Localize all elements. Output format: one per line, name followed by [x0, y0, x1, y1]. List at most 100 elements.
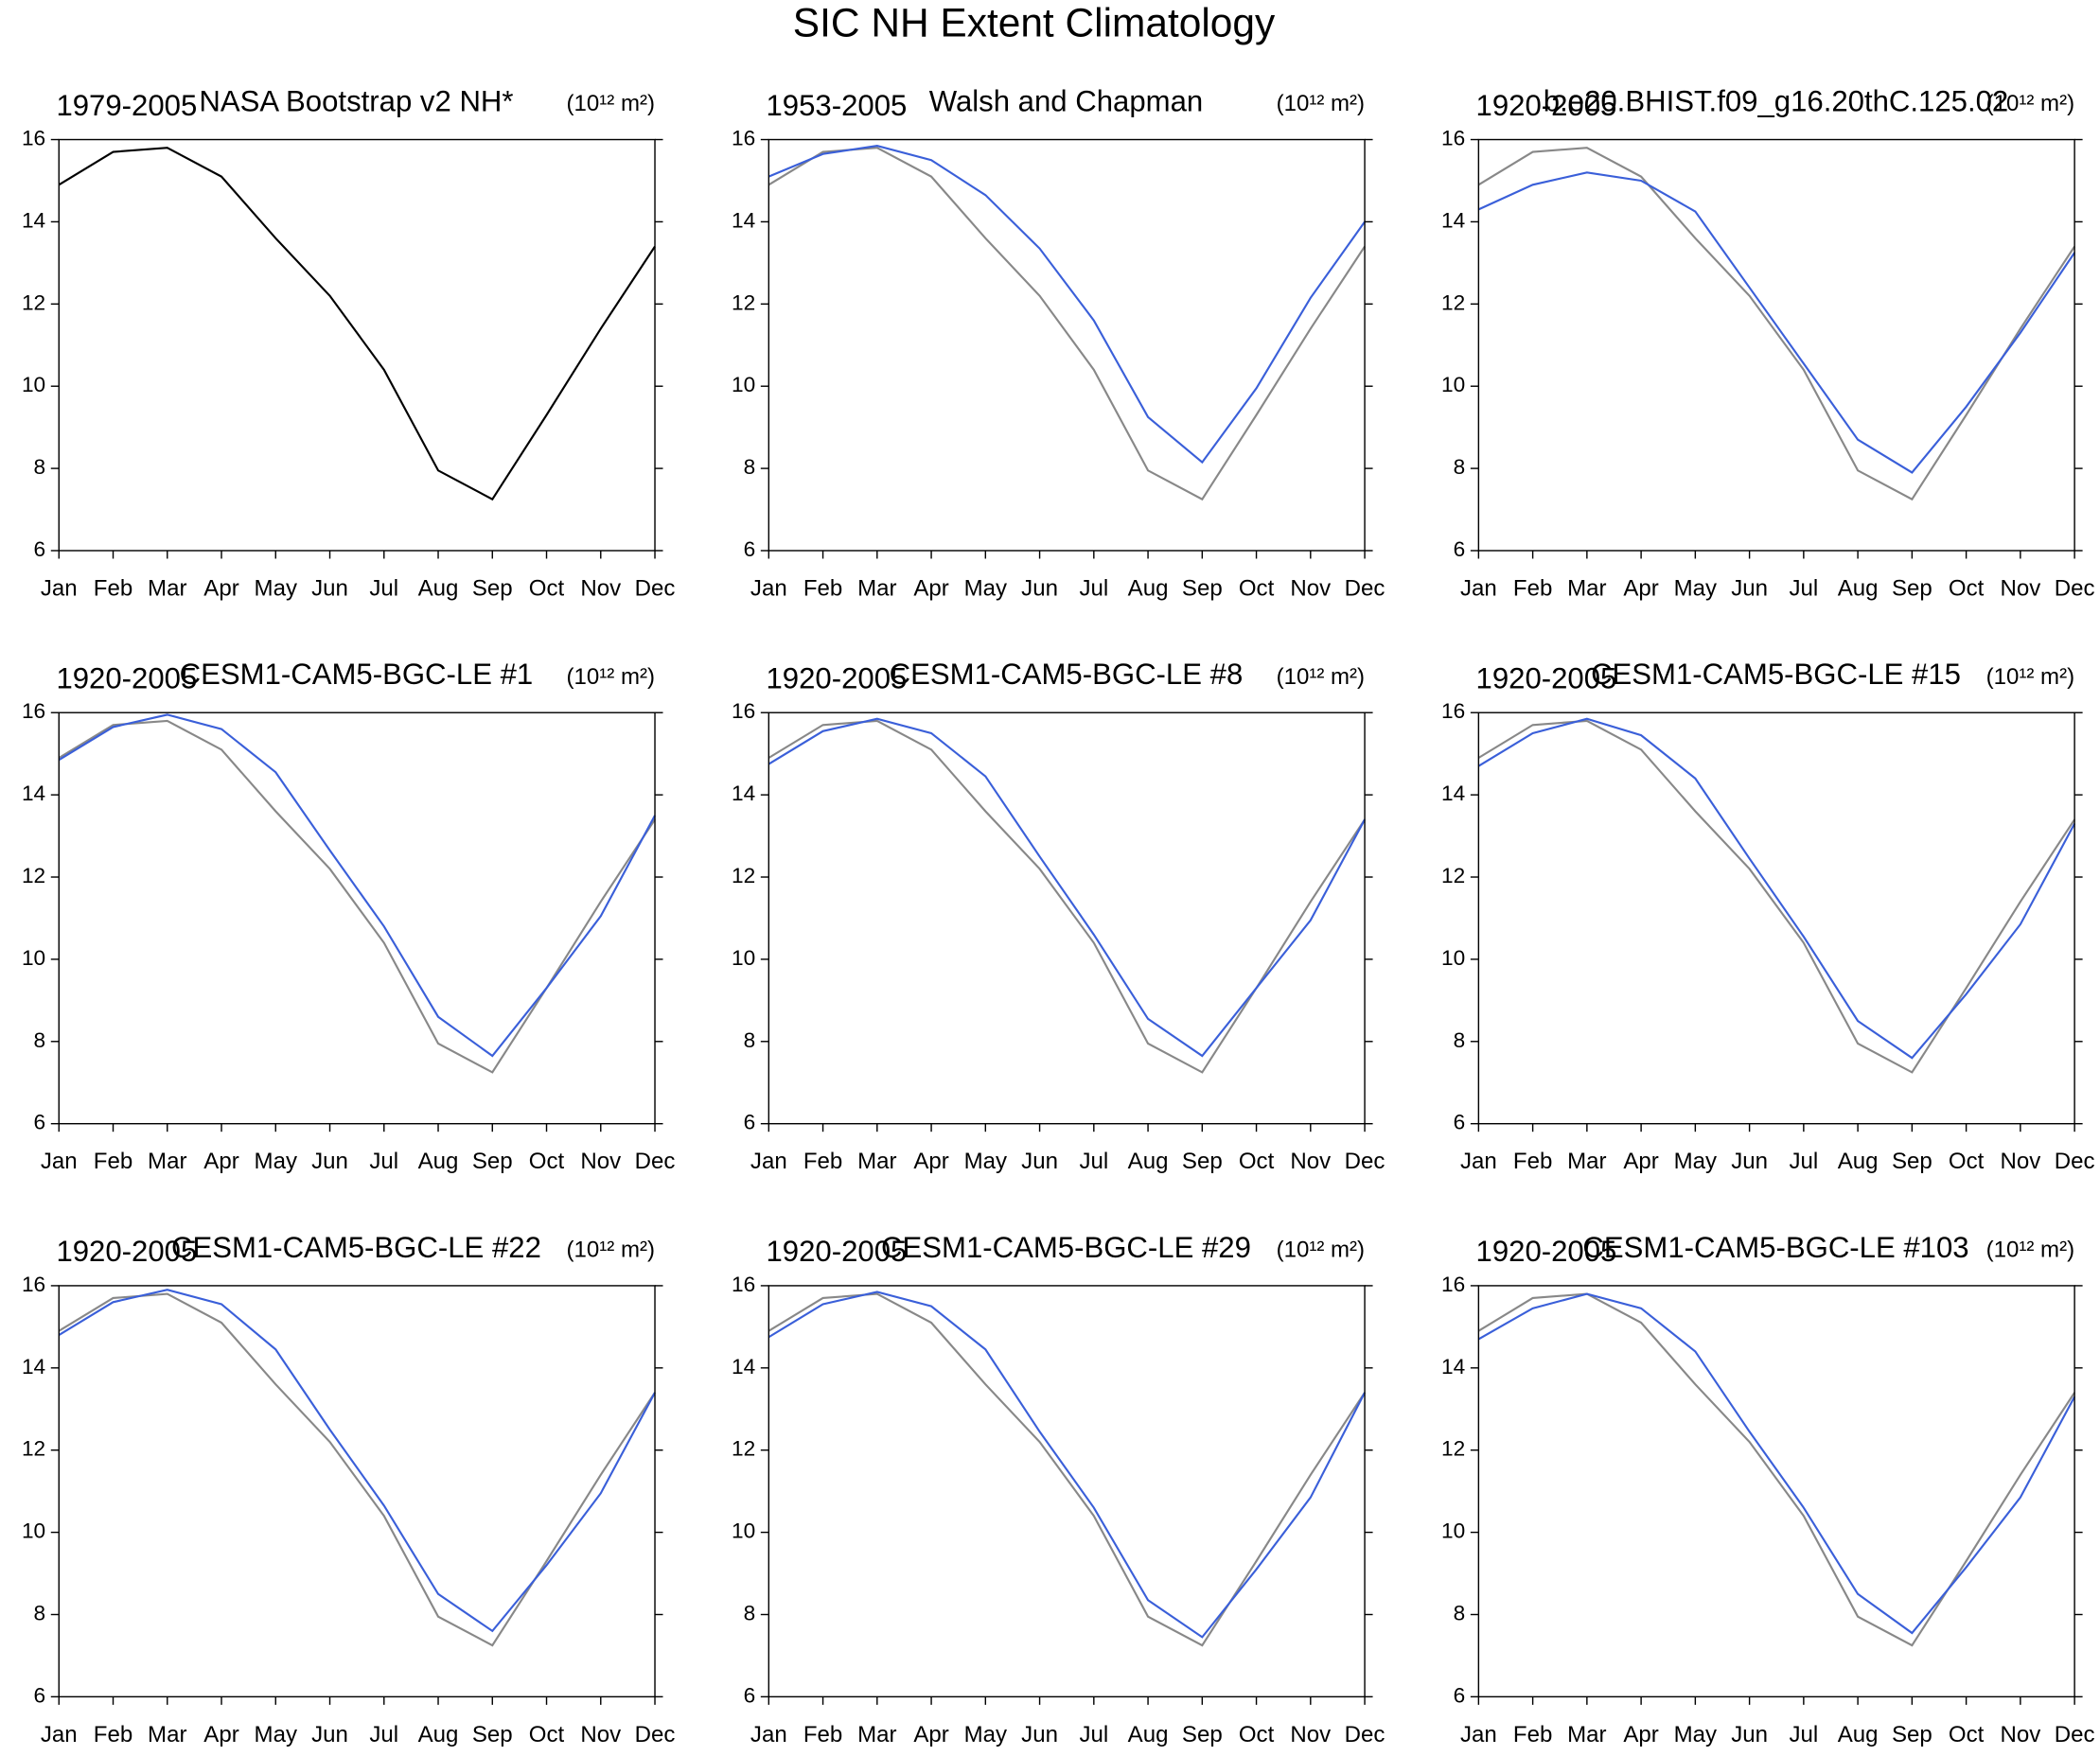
y-tick-label: 10	[1441, 1519, 1465, 1543]
x-tick-label: Aug	[1838, 1149, 1879, 1174]
x-tick-label: Jan	[41, 1722, 78, 1747]
y-tick-label: 10	[1441, 946, 1465, 970]
x-tick-label: Feb	[1513, 1149, 1552, 1174]
data-line	[58, 147, 656, 501]
y-tick-label: 6	[1454, 1683, 1466, 1707]
data-line	[58, 713, 656, 1058]
y-tick-label: 10	[1441, 373, 1465, 396]
y-tick-label: 14	[22, 208, 45, 232]
y-tick-label: 12	[1441, 1437, 1465, 1461]
panel-period: 1920-2005	[1476, 1235, 1617, 1268]
y-tick-label: 8	[744, 1028, 756, 1052]
x-tick-label: May	[1674, 575, 1717, 601]
x-tick-label: Jan	[41, 575, 78, 601]
y-tick-label: 12	[1441, 864, 1465, 887]
x-tick-label: Feb	[1513, 1722, 1552, 1747]
x-tick-label: Oct	[1949, 1149, 1985, 1174]
x-tick-label: Jun	[1021, 1722, 1058, 1747]
y-tick-label: 16	[1441, 699, 1465, 723]
x-tick-label: Aug	[1838, 1722, 1879, 1747]
x-tick-label: Aug	[1838, 575, 1879, 601]
x-tick-label: Apr	[203, 1149, 238, 1174]
data-line	[1477, 1292, 2076, 1635]
plot-frame	[58, 711, 656, 1125]
plot-frame	[1477, 1285, 2075, 1698]
data-line	[58, 1289, 656, 1633]
x-tick-label: Jun	[1731, 1149, 1768, 1174]
x-tick-label: May	[255, 1722, 297, 1747]
x-tick-label: Jul	[1789, 1149, 1818, 1174]
x-tick-label: Sep	[1892, 575, 1932, 601]
x-tick-label: May	[1674, 1722, 1717, 1747]
data-line	[768, 147, 1366, 501]
x-tick-label: Mar	[857, 575, 896, 601]
y-tick-label: 10	[732, 946, 755, 970]
y-tick-label: 10	[732, 373, 755, 396]
x-tick-label: Apr	[913, 1722, 948, 1747]
x-tick-label: Mar	[1567, 575, 1606, 601]
x-tick-label: Dec	[1345, 1149, 1385, 1174]
x-tick-label: Sep	[1892, 1722, 1932, 1747]
x-tick-label: Dec	[1345, 575, 1385, 601]
x-tick-label: Mar	[148, 1722, 186, 1747]
x-tick-label: Jun	[1731, 1722, 1768, 1747]
panel-title: CESM1-CAM5-BGC-LE #103	[1582, 1231, 1968, 1264]
x-tick-label: May	[255, 575, 297, 601]
y-tick-label: 8	[744, 1601, 756, 1624]
x-tick-label: Feb	[803, 1149, 842, 1174]
x-tick-label: Jul	[1079, 1722, 1108, 1747]
panel-units: (10¹² m²)	[567, 91, 656, 116]
x-tick-label: Jun	[1021, 1149, 1058, 1174]
x-tick-label: Dec	[2055, 1722, 2095, 1747]
figure-title: SIC NH Extent Climatology	[793, 0, 1276, 44]
x-tick-label: Aug	[1128, 1722, 1169, 1747]
x-tick-label: Jul	[1789, 575, 1818, 601]
x-tick-label: Nov	[2000, 1722, 2040, 1747]
panel-units: (10¹² m²)	[1986, 664, 2075, 690]
panel-units: (10¹² m²)	[567, 1237, 656, 1262]
x-tick-label: Apr	[203, 575, 238, 601]
x-tick-label: Nov	[580, 575, 621, 601]
x-tick-label: Sep	[1182, 575, 1223, 601]
x-tick-label: Apr	[913, 1149, 948, 1174]
y-tick-label: 6	[1454, 537, 1466, 561]
data-line	[1477, 1292, 2075, 1647]
y-tick-label: 12	[732, 864, 755, 887]
x-tick-label: Jun	[311, 1149, 348, 1174]
data-line	[768, 144, 1366, 465]
y-tick-label: 14	[22, 781, 45, 805]
panel-units: (10¹² m²)	[1986, 91, 2075, 116]
x-tick-label: Sep	[1182, 1722, 1223, 1747]
x-tick-label: Jan	[41, 1149, 78, 1174]
plot-frame	[58, 1285, 656, 1698]
panel-units: (10¹² m²)	[1277, 91, 1366, 116]
y-tick-label: 8	[34, 1601, 46, 1624]
y-tick-label: 6	[1454, 1111, 1466, 1134]
x-tick-label: May	[255, 1149, 297, 1174]
y-tick-label: 6	[34, 1111, 46, 1134]
x-tick-label: Apr	[913, 575, 948, 601]
y-tick-label: 12	[22, 864, 45, 887]
y-tick-label: 12	[22, 290, 45, 314]
x-tick-label: Dec	[1345, 1722, 1385, 1747]
x-tick-label: Sep	[1892, 1149, 1932, 1174]
panel-units: (10¹² m²)	[567, 664, 656, 690]
plot-frame	[768, 1285, 1366, 1698]
data-line	[1477, 717, 2076, 1060]
data-line	[768, 717, 1367, 1058]
x-tick-label: Apr	[203, 1722, 238, 1747]
panel-units: (10¹² m²)	[1277, 1237, 1366, 1262]
x-tick-label: Dec	[635, 1722, 676, 1747]
x-tick-label: Feb	[94, 1149, 132, 1174]
y-tick-label: 16	[732, 699, 755, 723]
data-line	[1477, 171, 2075, 474]
y-tick-label: 16	[22, 699, 45, 723]
x-tick-label: Feb	[803, 575, 842, 601]
x-tick-label: Nov	[1290, 575, 1331, 601]
panel-period: 1920-2005	[1476, 661, 1617, 694]
x-tick-label: Jul	[369, 1722, 398, 1747]
y-tick-label: 10	[732, 1519, 755, 1543]
x-tick-label: Jan	[750, 575, 787, 601]
x-tick-label: Jul	[1789, 1722, 1818, 1747]
